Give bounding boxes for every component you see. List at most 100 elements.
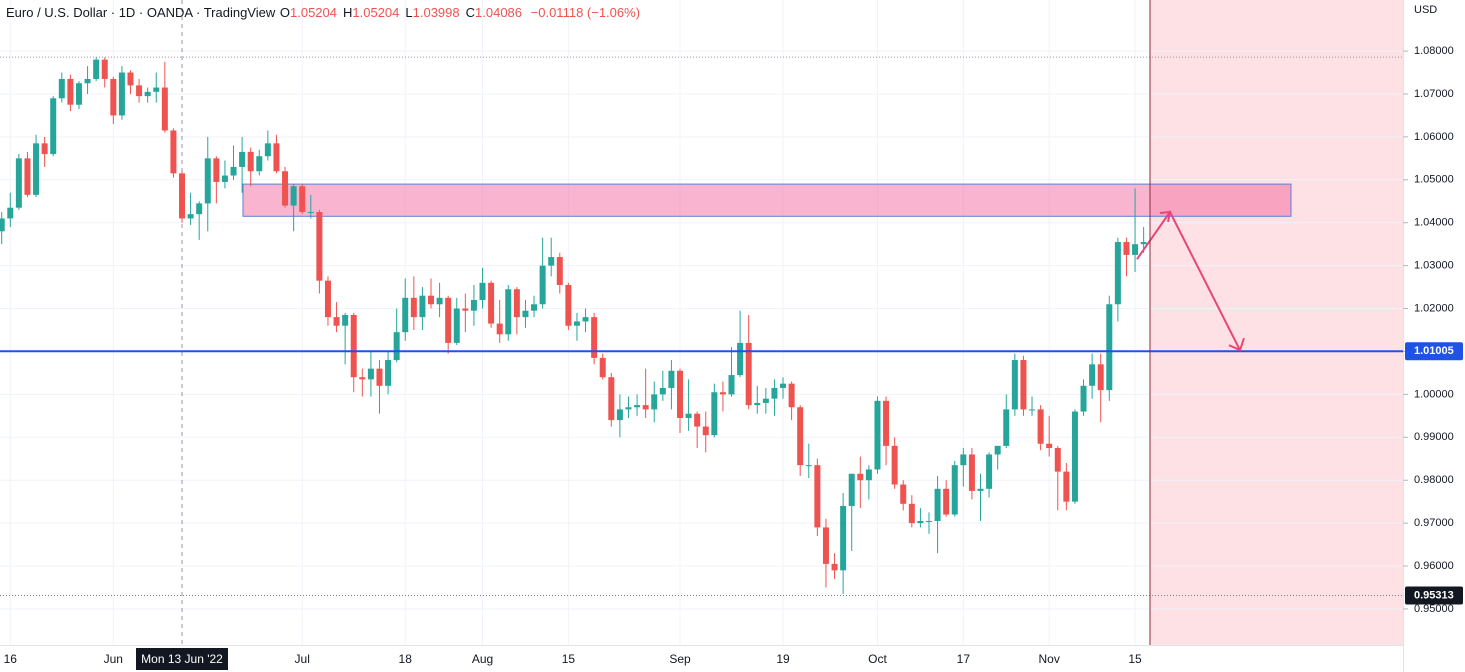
candle-body [367, 368, 374, 380]
candle-body [376, 368, 383, 386]
candle-body [659, 387, 666, 395]
candle-body [221, 175, 228, 182]
price-label: 0.95313 [1414, 589, 1454, 601]
y-tick-label: 0.96000 [1414, 560, 1454, 572]
candle-body [410, 297, 417, 318]
candle-body [470, 299, 477, 311]
candle-body [342, 314, 349, 326]
candle-body [118, 72, 125, 116]
candle-body [488, 282, 495, 324]
candle-body [737, 342, 744, 376]
arrow-head [1228, 337, 1245, 352]
ohlc-value: 1.05204 [290, 5, 337, 20]
candle-body [179, 173, 186, 219]
candle-body [273, 143, 280, 172]
candle-body [505, 289, 512, 335]
candle-body [951, 465, 958, 515]
price-label-box [1405, 342, 1463, 361]
candle-body [642, 405, 649, 410]
candle-body [393, 332, 400, 361]
candle-body [986, 454, 993, 489]
candle-body [1037, 409, 1044, 444]
ohlc: O1.05204 H1.05204 L1.03998 C1.04086 [279, 5, 527, 20]
candle-body [1046, 443, 1053, 449]
candle-body [900, 484, 907, 504]
candle-body [419, 295, 426, 318]
ohlc-value: 1.03998 [412, 5, 460, 20]
candle-body [67, 78, 74, 105]
candle-body [428, 295, 434, 305]
crosshair-label-box [136, 648, 228, 670]
candle-body [316, 211, 323, 281]
candle-body [1029, 409, 1036, 411]
candle-body [1071, 411, 1078, 502]
ohlc-value: 1.05204 [352, 5, 400, 20]
x-tick-label: Aug [472, 652, 493, 666]
candle-body [651, 394, 658, 410]
candle-body [1063, 471, 1070, 502]
candle-body [230, 166, 237, 176]
change: −0.01118 (−1.06%) [530, 5, 641, 20]
candle-body [608, 377, 615, 421]
candle-body [333, 317, 340, 326]
candle-body [282, 171, 289, 206]
candle-body [797, 407, 804, 466]
candle-body [865, 469, 872, 481]
price-label-box [1405, 586, 1463, 605]
candle-body [436, 297, 443, 305]
crosshair-label: Mon 13 Jun '22 [141, 652, 223, 666]
candle-body [153, 87, 160, 92]
candle-body [874, 400, 881, 470]
candle-body [685, 413, 692, 418]
candle-body [531, 304, 538, 311]
candle-body [1123, 242, 1130, 255]
y-tick-label: 0.99000 [1414, 431, 1454, 443]
candle-body [616, 409, 623, 421]
candle-body [196, 203, 203, 215]
x-tick-label: 18 [399, 652, 413, 666]
candle-body [883, 400, 890, 446]
candle-body [136, 85, 143, 97]
x-tick-label: Oct [868, 652, 887, 666]
candle-body [1114, 242, 1121, 305]
candle-body [668, 370, 675, 388]
candle-body [15, 158, 22, 208]
y-tick-label: 0.95000 [1414, 603, 1454, 615]
symbol-title: Euro / U.S. Dollar · 1D · OANDA · Tradin… [6, 5, 276, 20]
candle-body [204, 158, 211, 204]
candle-body [264, 143, 271, 157]
candle-body [917, 520, 924, 524]
candle-body [676, 370, 683, 418]
candle-body [7, 207, 14, 219]
resistance-zone [242, 183, 1292, 217]
y-tick-label: 1.06000 [1414, 131, 1454, 143]
candle-body [840, 505, 847, 571]
y-tick-label: 1.04000 [1414, 217, 1454, 229]
candle-body [805, 465, 812, 467]
candle-body [33, 143, 40, 195]
y-tick-label: 1.05000 [1414, 174, 1454, 186]
candle-body [93, 59, 100, 79]
candle-body [307, 211, 314, 213]
candle-body [891, 445, 898, 485]
candle-body [187, 214, 194, 219]
x-tick-label: 15 [562, 652, 576, 666]
candle-body [745, 342, 752, 406]
candle-body [110, 78, 117, 116]
candle-body [556, 257, 563, 285]
candle-body [771, 387, 778, 399]
candle-body [908, 503, 915, 524]
x-tick-label: 17 [957, 652, 971, 666]
header: Euro / U.S. Dollar · 1D · OANDA · Tradin… [6, 5, 645, 20]
ohlc-key: O [279, 5, 290, 20]
candle-body [719, 392, 726, 395]
y-tick-label: 1.02000 [1414, 302, 1454, 314]
candle-body [75, 83, 82, 105]
candle-body [582, 317, 589, 322]
candle-body [513, 289, 520, 318]
candle-body [522, 310, 529, 318]
y-tick-label: 0.97000 [1414, 517, 1454, 529]
candle-body [702, 426, 709, 436]
